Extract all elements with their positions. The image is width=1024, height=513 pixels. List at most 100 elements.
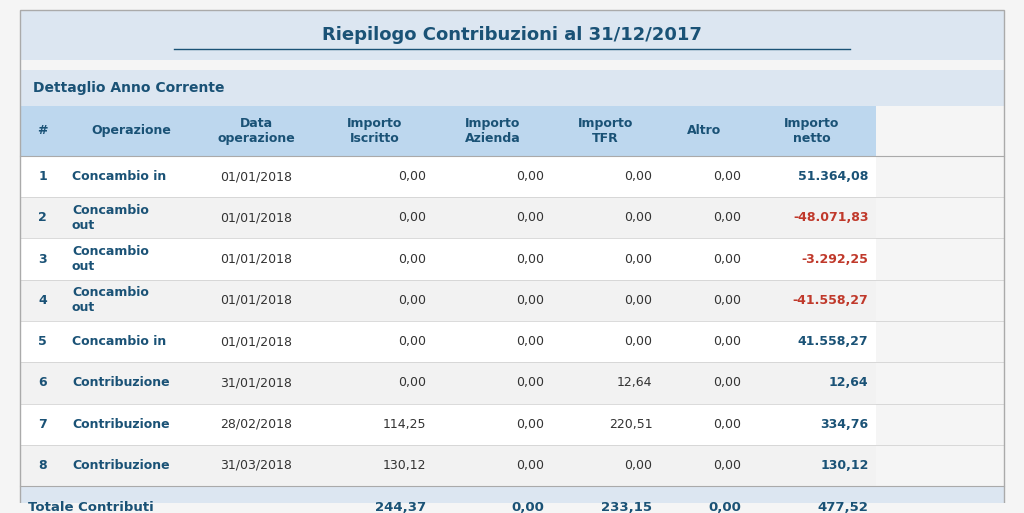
FancyBboxPatch shape [748, 321, 876, 362]
FancyBboxPatch shape [433, 362, 551, 404]
FancyBboxPatch shape [315, 362, 433, 404]
Text: 0,00: 0,00 [398, 294, 426, 307]
Text: 244,37: 244,37 [375, 501, 426, 513]
FancyBboxPatch shape [659, 362, 748, 404]
Text: 4: 4 [38, 294, 47, 307]
Text: 51.364,08: 51.364,08 [798, 170, 868, 183]
Text: 0,00: 0,00 [516, 211, 544, 224]
FancyBboxPatch shape [198, 445, 315, 486]
FancyBboxPatch shape [65, 362, 198, 404]
Text: Contribuzione: Contribuzione [72, 377, 170, 389]
FancyBboxPatch shape [65, 106, 198, 156]
FancyBboxPatch shape [748, 197, 876, 239]
Text: Data
operazione: Data operazione [217, 117, 295, 145]
Text: 0,00: 0,00 [516, 377, 544, 389]
Text: 0,00: 0,00 [516, 418, 544, 430]
Text: -41.558,27: -41.558,27 [793, 294, 868, 307]
Text: 0,00: 0,00 [713, 170, 740, 183]
FancyBboxPatch shape [65, 197, 198, 239]
Text: 31/03/2018: 31/03/2018 [220, 459, 292, 472]
FancyBboxPatch shape [20, 156, 65, 197]
Text: #: # [37, 124, 48, 137]
FancyBboxPatch shape [433, 404, 551, 445]
Text: 1: 1 [38, 170, 47, 183]
FancyBboxPatch shape [315, 404, 433, 445]
Text: 220,51: 220,51 [608, 418, 652, 430]
Text: Importo
Azienda: Importo Azienda [465, 117, 520, 145]
FancyBboxPatch shape [65, 239, 198, 280]
FancyBboxPatch shape [315, 239, 433, 280]
Text: Altro: Altro [686, 124, 721, 137]
Text: 0,00: 0,00 [398, 335, 426, 348]
Text: Concambio
out: Concambio out [72, 245, 148, 273]
Text: 0,00: 0,00 [516, 335, 544, 348]
Text: 12,64: 12,64 [829, 377, 868, 389]
Text: 0,00: 0,00 [625, 335, 652, 348]
Text: 0,00: 0,00 [398, 377, 426, 389]
Text: 477,52: 477,52 [818, 501, 868, 513]
FancyBboxPatch shape [20, 10, 1004, 61]
Text: 0,00: 0,00 [625, 170, 652, 183]
FancyBboxPatch shape [659, 280, 748, 321]
FancyBboxPatch shape [20, 321, 65, 362]
Text: -48.071,83: -48.071,83 [793, 211, 868, 224]
FancyBboxPatch shape [551, 156, 659, 197]
Text: 01/01/2018: 01/01/2018 [220, 294, 293, 307]
Text: Importo
netto: Importo netto [784, 117, 840, 145]
FancyBboxPatch shape [551, 197, 659, 239]
FancyBboxPatch shape [659, 156, 748, 197]
FancyBboxPatch shape [659, 321, 748, 362]
Text: 334,76: 334,76 [820, 418, 868, 430]
Text: 0,00: 0,00 [625, 211, 652, 224]
Text: 3: 3 [38, 252, 47, 266]
FancyBboxPatch shape [659, 404, 748, 445]
Text: Importo
TFR: Importo TFR [578, 117, 633, 145]
Text: Totale Contributi: Totale Contributi [28, 501, 154, 513]
Text: 7: 7 [38, 418, 47, 430]
FancyBboxPatch shape [65, 156, 198, 197]
FancyBboxPatch shape [20, 197, 65, 239]
FancyBboxPatch shape [20, 486, 1004, 513]
FancyBboxPatch shape [748, 362, 876, 404]
FancyBboxPatch shape [551, 321, 659, 362]
Text: 0,00: 0,00 [713, 294, 740, 307]
Text: 2: 2 [38, 211, 47, 224]
FancyBboxPatch shape [433, 321, 551, 362]
Text: Dettaglio Anno Corrente: Dettaglio Anno Corrente [33, 81, 224, 95]
Text: 0,00: 0,00 [625, 459, 652, 472]
Text: 0,00: 0,00 [516, 170, 544, 183]
FancyBboxPatch shape [65, 280, 198, 321]
Text: 0,00: 0,00 [713, 335, 740, 348]
Text: 0,00: 0,00 [398, 252, 426, 266]
FancyBboxPatch shape [20, 280, 65, 321]
FancyBboxPatch shape [433, 197, 551, 239]
FancyBboxPatch shape [198, 197, 315, 239]
FancyBboxPatch shape [551, 404, 659, 445]
Text: Contribuzione: Contribuzione [72, 459, 170, 472]
FancyBboxPatch shape [659, 197, 748, 239]
Text: Importo
Iscritto: Importo Iscritto [347, 117, 402, 145]
FancyBboxPatch shape [20, 404, 65, 445]
FancyBboxPatch shape [748, 156, 876, 197]
FancyBboxPatch shape [433, 445, 551, 486]
Text: 130,12: 130,12 [820, 459, 868, 472]
FancyBboxPatch shape [198, 404, 315, 445]
FancyBboxPatch shape [198, 156, 315, 197]
Text: 01/01/2018: 01/01/2018 [220, 252, 293, 266]
Text: Concambio
out: Concambio out [72, 204, 148, 232]
Text: 8: 8 [38, 459, 47, 472]
FancyBboxPatch shape [20, 445, 65, 486]
FancyBboxPatch shape [315, 156, 433, 197]
FancyBboxPatch shape [659, 445, 748, 486]
FancyBboxPatch shape [433, 280, 551, 321]
Text: 0,00: 0,00 [516, 294, 544, 307]
FancyBboxPatch shape [748, 445, 876, 486]
FancyBboxPatch shape [748, 239, 876, 280]
FancyBboxPatch shape [551, 239, 659, 280]
Text: 41.558,27: 41.558,27 [798, 335, 868, 348]
Text: 0,00: 0,00 [516, 459, 544, 472]
Text: 0,00: 0,00 [511, 501, 544, 513]
Text: 01/01/2018: 01/01/2018 [220, 170, 293, 183]
FancyBboxPatch shape [198, 106, 315, 156]
FancyBboxPatch shape [198, 321, 315, 362]
